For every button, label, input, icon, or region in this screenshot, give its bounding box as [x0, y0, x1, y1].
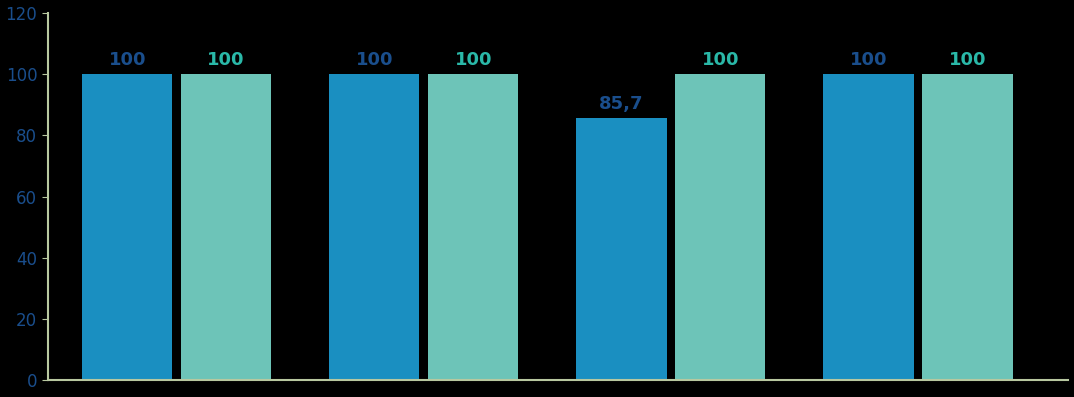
Text: 85,7: 85,7 — [599, 95, 643, 113]
Bar — [923, 74, 1013, 380]
Bar — [330, 74, 420, 380]
Text: 100: 100 — [108, 51, 146, 69]
Text: 100: 100 — [454, 51, 492, 69]
Text: 100: 100 — [850, 51, 887, 69]
Text: 100: 100 — [948, 51, 986, 69]
Bar — [824, 74, 914, 380]
Bar — [429, 74, 519, 380]
Text: 100: 100 — [207, 51, 245, 69]
Bar — [577, 118, 667, 380]
Bar — [82, 74, 172, 380]
Bar — [676, 74, 766, 380]
Text: 100: 100 — [701, 51, 739, 69]
Bar — [180, 74, 272, 380]
Text: 100: 100 — [355, 51, 393, 69]
